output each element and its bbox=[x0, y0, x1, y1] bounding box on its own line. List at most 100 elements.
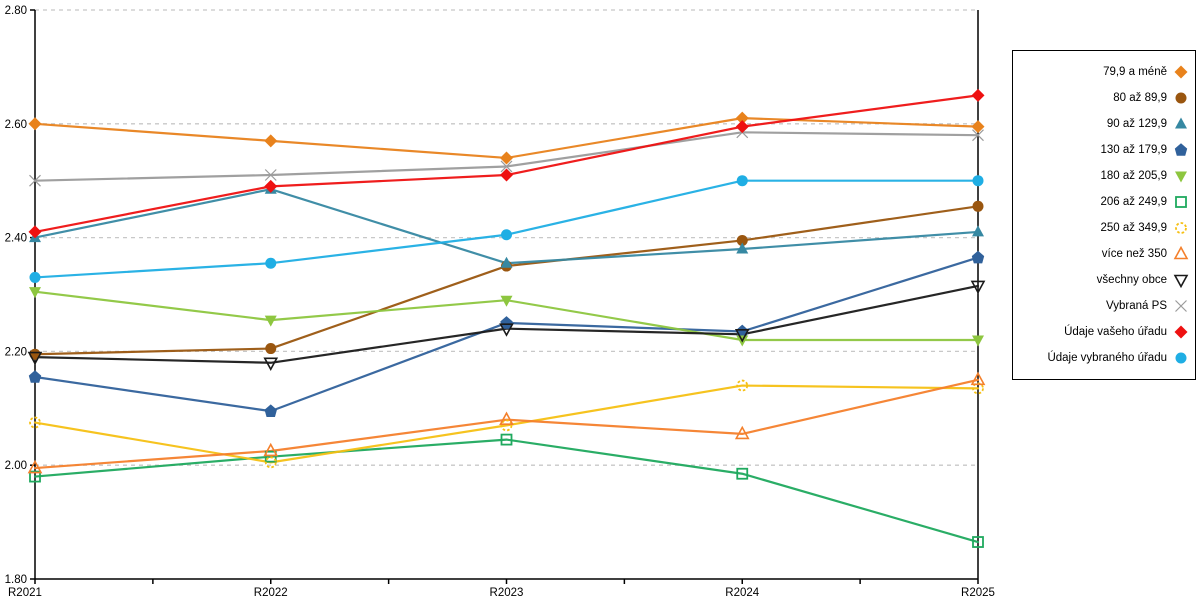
data-point-marker bbox=[736, 234, 748, 246]
data-point-marker bbox=[734, 329, 750, 343]
chart-legend: 79,9 a méně 80 až 89,9 90 až 129,9 130 až 1… bbox=[1012, 50, 1196, 380]
series-line bbox=[33, 438, 980, 544]
legend-item-label: všechny obce bbox=[1096, 274, 1167, 286]
data-point-marker bbox=[264, 404, 277, 417]
data-point-marker bbox=[735, 111, 749, 125]
data-point-marker bbox=[970, 371, 986, 386]
data-point-marker bbox=[972, 536, 984, 548]
legend-item[interactable]: Údaje vašeho úřadu bbox=[1017, 319, 1189, 345]
legend-item-label: Údaje vašeho úřadu bbox=[1064, 326, 1167, 338]
legend-item[interactable]: 180 až 205,9 bbox=[1017, 163, 1189, 189]
data-point-marker bbox=[265, 343, 277, 355]
legend-item[interactable]: Vybraná PS bbox=[1017, 293, 1189, 319]
data-point-marker bbox=[972, 382, 984, 395]
legend-marker-icon bbox=[1175, 222, 1187, 234]
legend-item[interactable]: 250 až 349,9 bbox=[1017, 215, 1189, 241]
x-tick-label: R2022 bbox=[254, 587, 288, 599]
legend-item[interactable]: více než 350 bbox=[1017, 241, 1189, 267]
x-tick-label: R2024 bbox=[725, 587, 759, 599]
legend-item-label: 90 až 129,9 bbox=[1106, 118, 1167, 130]
data-point-marker bbox=[499, 411, 514, 425]
legend-marker-icon bbox=[1174, 325, 1188, 339]
x-tick-label: R2021 bbox=[8, 587, 42, 599]
x-tick-label: R2025 bbox=[961, 587, 995, 599]
data-point-marker bbox=[29, 470, 41, 483]
data-point-marker bbox=[263, 442, 279, 457]
legend-item-label: 79,9 a méně bbox=[1103, 66, 1167, 78]
y-tick-label: 2.00 bbox=[5, 460, 27, 472]
legend-item-label: 180 až 205,9 bbox=[1100, 170, 1167, 182]
data-point-marker bbox=[500, 433, 513, 446]
legend-item-label: více než 350 bbox=[1101, 248, 1167, 260]
data-point-marker bbox=[500, 151, 513, 165]
legend-item[interactable]: 80 až 89,9 bbox=[1017, 85, 1189, 111]
data-point-marker bbox=[736, 379, 749, 392]
data-point-marker bbox=[264, 169, 277, 181]
data-point-marker bbox=[736, 175, 748, 187]
data-point-marker bbox=[500, 160, 513, 173]
data-point-marker bbox=[971, 120, 985, 134]
legend-marker-icon bbox=[1175, 196, 1187, 208]
data-point-marker bbox=[500, 256, 513, 268]
data-point-marker bbox=[29, 416, 41, 429]
data-point-marker bbox=[264, 456, 277, 469]
data-point-marker bbox=[734, 425, 750, 440]
data-point-marker bbox=[500, 168, 513, 182]
legend-item[interactable]: 90 až 129,9 bbox=[1017, 111, 1189, 137]
legend-item[interactable]: 130 až 179,9 bbox=[1017, 137, 1189, 163]
data-point-marker bbox=[972, 200, 984, 212]
data-point-marker bbox=[499, 323, 514, 337]
data-point-marker bbox=[501, 229, 512, 241]
data-point-marker bbox=[265, 257, 277, 269]
legend-item-label: 130 až 179,9 bbox=[1100, 144, 1167, 156]
series-line bbox=[33, 205, 980, 356]
legend-marker-icon bbox=[1174, 143, 1188, 156]
legend-item[interactable]: 79,9 a méně bbox=[1017, 59, 1189, 85]
series-line bbox=[33, 378, 980, 470]
data-point-marker bbox=[264, 134, 278, 148]
data-point-marker bbox=[736, 324, 749, 338]
data-point-marker bbox=[27, 351, 43, 366]
data-point-marker bbox=[970, 280, 986, 295]
data-point-marker bbox=[972, 129, 984, 142]
data-point-marker bbox=[264, 315, 277, 327]
data-point-marker bbox=[264, 450, 277, 463]
y-tick-label: 2.80 bbox=[5, 5, 27, 17]
data-point-marker bbox=[736, 242, 749, 254]
data-point-marker bbox=[263, 357, 279, 371]
y-tick-label: 2.60 bbox=[5, 119, 27, 131]
data-point-marker bbox=[264, 179, 278, 193]
legend-marker-icon bbox=[1173, 246, 1189, 260]
data-point-marker bbox=[736, 467, 749, 480]
legend-item-label: Vybraná PS bbox=[1106, 300, 1167, 312]
data-point-marker bbox=[29, 174, 41, 187]
data-point-marker bbox=[972, 175, 984, 187]
data-point-marker bbox=[500, 316, 513, 329]
legend-item[interactable]: všechny obce bbox=[1017, 267, 1189, 293]
data-point-marker bbox=[28, 117, 42, 131]
legend-item[interactable]: 206 až 249,9 bbox=[1017, 189, 1189, 215]
legend-marker-icon bbox=[1174, 65, 1188, 79]
data-point-marker bbox=[28, 225, 42, 239]
data-point-marker bbox=[500, 295, 513, 307]
legend-marker-icon bbox=[1175, 171, 1187, 183]
legend-item-label: 206 až 249,9 bbox=[1100, 196, 1167, 208]
data-point-marker bbox=[27, 459, 43, 474]
y-tick-label: 2.40 bbox=[5, 233, 27, 245]
legend-marker-icon bbox=[1175, 300, 1187, 312]
data-point-marker bbox=[28, 370, 42, 383]
legend-marker-icon bbox=[1173, 274, 1189, 288]
data-point-marker bbox=[29, 271, 41, 283]
x-tick-label: R2023 bbox=[490, 587, 524, 599]
legend-item-label: 250 až 349,9 bbox=[1100, 222, 1167, 234]
data-point-marker bbox=[972, 335, 984, 347]
legend-marker-icon bbox=[1175, 92, 1187, 104]
data-point-marker bbox=[972, 225, 984, 237]
data-point-marker bbox=[971, 88, 985, 102]
data-point-marker bbox=[29, 287, 41, 299]
data-point-marker bbox=[971, 250, 985, 264]
legend-item[interactable]: Údaje vybraného úřadu bbox=[1017, 345, 1189, 371]
legend-marker-icon bbox=[1175, 117, 1187, 129]
